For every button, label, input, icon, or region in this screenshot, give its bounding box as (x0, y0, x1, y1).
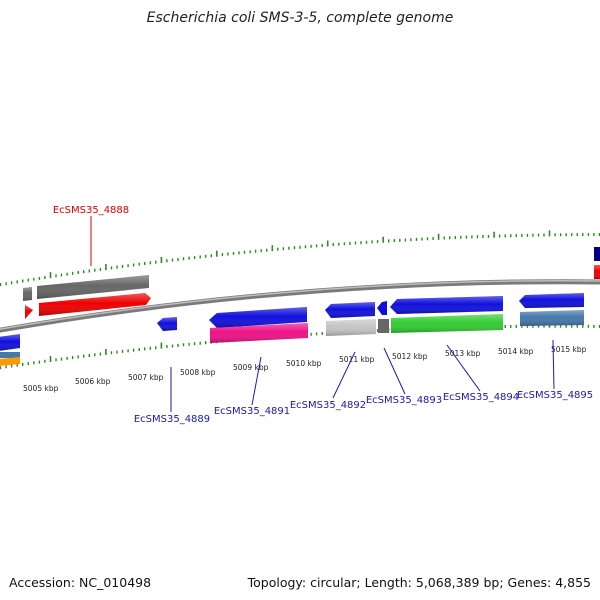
gene-feature-blue-small[interactable] (377, 301, 387, 315)
gene-feature-orange-left-edge[interactable] (0, 357, 20, 366)
gene-labels: EcSMS35_4888 EcSMS35_4889 EcSMS35_4891 E… (53, 205, 593, 425)
kbp-label: 5011 kbp (339, 355, 375, 364)
gene-feature-dark-gray-small[interactable] (378, 319, 389, 333)
gene-feature-blue-ecsms35-4889[interactable] (157, 317, 177, 331)
kbp-label: 5008 kbp (180, 368, 216, 377)
gene-label-ecsms35-4895[interactable]: EcSMS35_4895 (517, 390, 593, 401)
gene-feature-steel-ecsms35-4895[interactable] (520, 310, 584, 326)
kbp-label: 5015 kbp (551, 345, 587, 354)
kbp-labels: 5005 kbp 5006 kbp 5007 kbp 5008 kbp 5009… (23, 345, 587, 393)
gene-label-ecsms35-4891[interactable]: EcSMS35_4891 (214, 406, 290, 417)
gene-feature-navy-edge[interactable] (594, 247, 600, 261)
kbp-label: 5013 kbp (445, 349, 481, 358)
gene-label-ecsms35-4892[interactable]: EcSMS35_4892 (290, 400, 366, 411)
gene-feature-light-gray[interactable] (326, 319, 376, 336)
leader-ecsms35-4891 (251, 356, 262, 406)
kbp-label: 5010 kbp (286, 359, 322, 368)
gene-feature-blue-left-edge[interactable] (0, 334, 20, 351)
leader-ecsms35-4893 (383, 347, 406, 395)
gene-feature-pink[interactable] (210, 323, 308, 343)
kbp-label: 5012 kbp (392, 352, 428, 361)
genome-summary-text: Topology: circular; Length: 5,068,389 bp… (247, 575, 591, 590)
gene-feature-blue-ecsms35-4891[interactable] (209, 307, 307, 328)
gene-feature-blue-ecsms35-4892[interactable] (325, 302, 375, 318)
kbp-label: 5007 kbp (128, 373, 164, 382)
map-title: Escherichia coli SMS-3-5, complete genom… (146, 10, 454, 26)
gene-label-ecsms35-4894[interactable]: EcSMS35_4894 (443, 392, 519, 403)
gene-label-ecsms35-4889[interactable]: EcSMS35_4889 (134, 414, 210, 425)
gene-feature-gray-small[interactable] (23, 287, 32, 301)
leader-ecsms35-4892 (332, 351, 356, 399)
gene-label-ecsms35-4888[interactable]: EcSMS35_4888 (53, 205, 129, 216)
ticks-upper (0, 230, 600, 287)
gene-label-leaders (90, 216, 555, 412)
leader-ecsms35-4895 (552, 339, 555, 390)
gene-label-ecsms35-4893[interactable]: EcSMS35_4893 (366, 395, 442, 406)
gene-feature-red-small[interactable] (25, 305, 33, 319)
gene-feature-red-edge[interactable] (594, 265, 600, 279)
kbp-label: 5006 kbp (75, 377, 111, 386)
kbp-label: 5009 kbp (233, 363, 269, 372)
genome-backbone (0, 279, 600, 333)
gene-feature-blue-ecsms35-4893[interactable] (390, 296, 503, 314)
leader-ecsms35-4894 (446, 344, 481, 392)
gene-feature-green-ecsms35-4894[interactable] (391, 314, 503, 333)
gene-feature-red-ecsms35-4888[interactable] (39, 293, 151, 316)
gene-feature-gray[interactable] (37, 275, 149, 299)
gene-feature-steel-left-edge[interactable] (0, 352, 20, 358)
gene-feature-blue-right[interactable] (519, 293, 584, 308)
gene-features (0, 247, 600, 366)
kbp-label: 5014 kbp (498, 347, 534, 356)
accession-text: Accession: NC_010498 (9, 575, 152, 590)
kbp-label: 5005 kbp (23, 384, 59, 393)
